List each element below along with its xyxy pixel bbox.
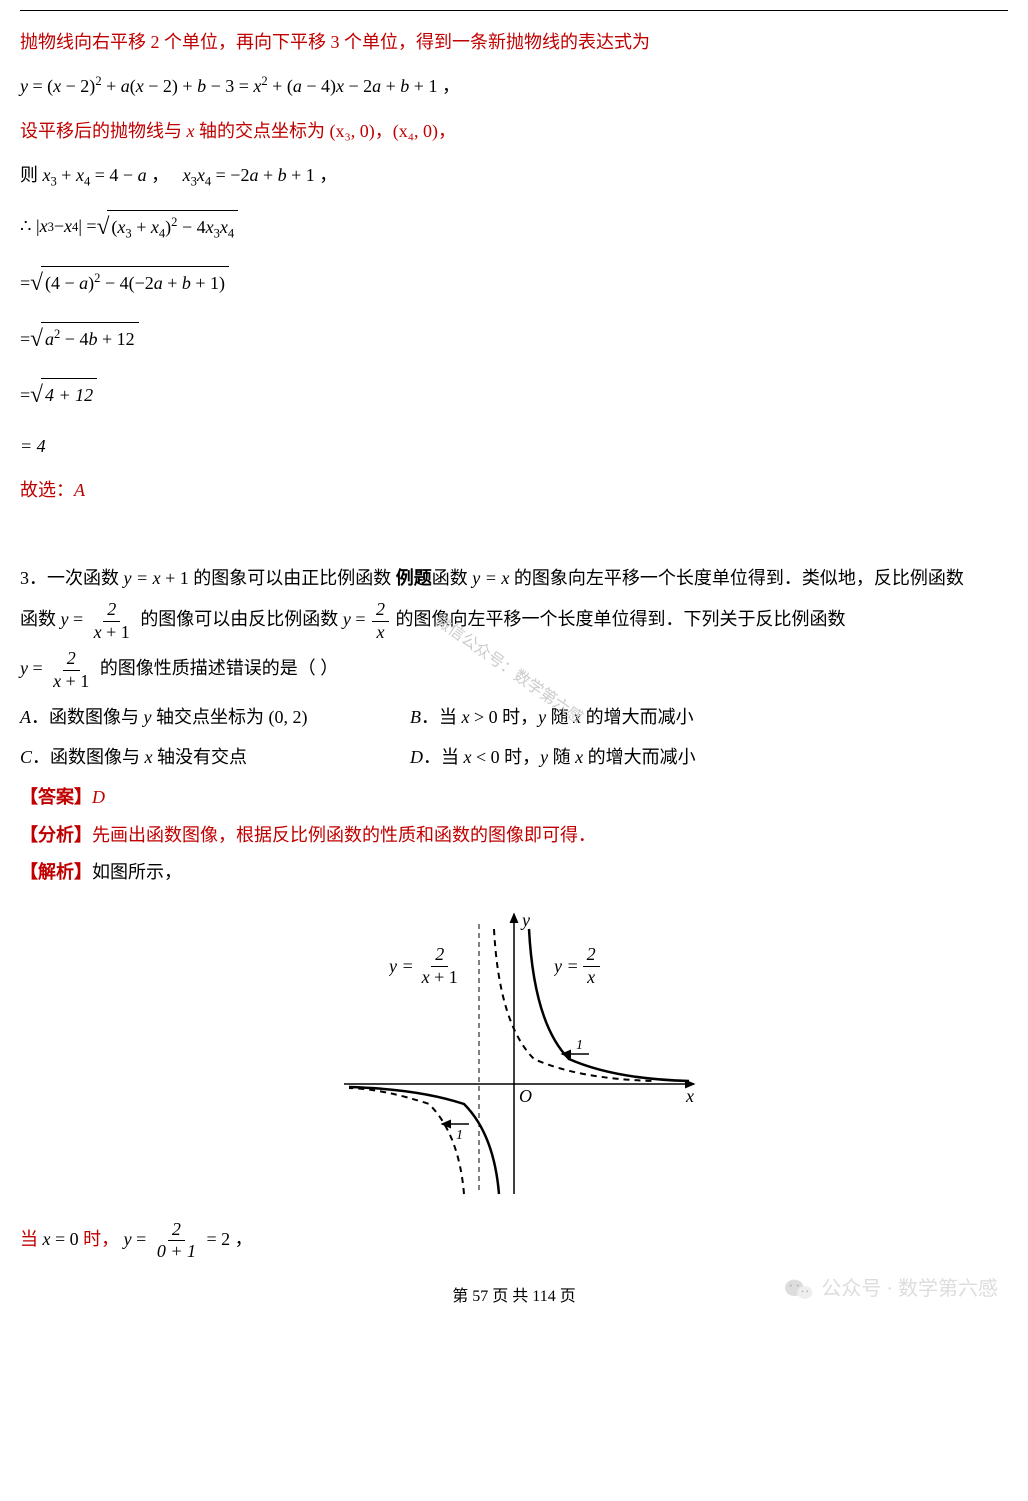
chart-container: 1 1 y x O y = 2x + 1 y = 2x <box>20 904 1008 1204</box>
question-3: 3．一次函数 y = x + 1 的图象可以由正比例函数 例题函数 y = x … <box>20 562 1008 1263</box>
sum-product: 则 x3 + x4 = 4 − a ， x3x4 = −2a + b + 1 ， <box>20 159 1008 191</box>
wn: 2 <box>168 1219 185 1242</box>
origin-label: O <box>519 1086 532 1106</box>
answer-prev: 故选：A <box>20 474 1008 506</box>
ans-label: 【答案】 <box>20 787 92 807</box>
sqrt-step2: = (4 − a)2 − 4(−2a + b + 1) <box>20 262 1008 304</box>
let-pre: 设平移后的抛物线与 <box>20 121 187 141</box>
eq-final: = 4 <box>20 430 1008 462</box>
sqrt-step4: = 4 + 12 <box>20 374 1008 416</box>
analysis-line: 【分析】先画出函数图像，根据反比例函数的性质和函数的图像即可得． <box>20 819 1008 851</box>
q3-stem-line2: 函数 y = 2x + 1 的图像可以由反比例函数 y = 2x 的图像向左平移… <box>20 599 1008 643</box>
when-mid: 时， <box>79 1229 124 1249</box>
q3-s3: 的图象向左平移一个长度单位得到．类似地，反比例函数 <box>509 568 964 588</box>
top-rule <box>20 10 1008 11</box>
label-original: y = 2x <box>554 944 634 994</box>
analysis-label: 【分析】 <box>20 825 92 845</box>
q3-stem: 3．一次函数 y = x + 1 的图象可以由正比例函数 例题函数 y = x … <box>20 562 1008 594</box>
curve-shift-left <box>349 1088 464 1194</box>
hyperbola-chart: 1 1 y x O y = 2x + 1 y = 2x <box>324 904 704 1204</box>
analysis-text: 先画出函数图像，根据反比例函数的性质和函数的图像即可得． <box>92 825 596 845</box>
q3-s1: 一次函数 <box>47 568 124 588</box>
option-a: A．函数图像与 y 轴交点坐标为 (0, 2) <box>20 701 410 733</box>
q3-s2: 的图象可以由正比例函数 <box>189 568 396 588</box>
sol-text: 如图所示， <box>92 862 182 882</box>
option-d: D．当 x < 0 时，y 随 x 的增大而减小 <box>410 741 1008 773</box>
q3-s4: 的图像可以由反比例函数 <box>140 609 343 629</box>
wr: = 2 ， <box>206 1229 252 1249</box>
ans-value: D <box>92 787 105 807</box>
let-post: 轴的交点坐标为 (x₃, 0)，(x₄, 0)， <box>195 121 457 141</box>
footer-wm-text: 公众号 · 数学第六感 <box>821 1271 998 1307</box>
when-x0: 当 x = 0 时， y = 20 + 1 = 2 ， <box>20 1219 1008 1263</box>
option-c: C．函数图像与 x 轴没有交点 <box>20 741 410 773</box>
sqrt-1: (x3 + x4)2 − 4x3x4 <box>97 206 239 248</box>
f4d: x <box>372 622 388 644</box>
option-b: B．当 x > 0 时，y 随 x 的增大而减小 <box>410 701 1008 733</box>
f3n2: 2 <box>63 648 80 671</box>
page-content: 抛物线向右平移 2 个单位，再向下平移 3 个单位，得到一条新抛物线的表达式为 … <box>20 26 1008 1263</box>
footer-watermark: 公众号 · 数学第六感 <box>785 1271 998 1307</box>
wd: 0 + 1 <box>153 1241 200 1263</box>
q3-s6: 的图像性质描述错误的是（ ） <box>100 659 339 679</box>
q3-number: 3． <box>20 568 47 588</box>
q3-stem-line3: y = 2x + 1 的图像性质描述错误的是（ ） <box>20 648 1008 692</box>
then-pre: 则 <box>20 165 43 185</box>
x-axis-label: x <box>685 1086 694 1106</box>
sqrt-step3: = a2 − 4b + 12 <box>20 318 1008 360</box>
f4n: 2 <box>372 599 389 622</box>
sol-label: 【解析】 <box>20 862 92 882</box>
wechat-icon <box>785 1277 813 1301</box>
when-pre: 当 <box>20 1229 43 1249</box>
eq-shifted: y = (x − 2)2 + a(x − 2) + b − 3 = x2 + (… <box>20 70 1008 102</box>
f3n: 2 <box>103 599 120 622</box>
one-label-bottom: 1 <box>456 1128 463 1143</box>
let-intersections: 设平移后的抛物线与 x 轴的交点坐标为 (x₃, 0)，(x₄, 0)， <box>20 115 1008 147</box>
solution-line: 【解析】如图所示， <box>20 856 1008 888</box>
y-axis-label: y <box>520 910 530 930</box>
abs-diff: ∴ |x3 − x4| = (x3 + x4)2 − 4x3x4 <box>20 206 1008 248</box>
q3-s5: 的图像向左平移一个长度单位得到．下列关于反比例函数 <box>395 609 845 629</box>
options-row2: C．函数图像与 x 轴没有交点 D．当 x < 0 时，y 随 x 的增大而减小 <box>20 741 1008 773</box>
one-label-top: 1 <box>576 1038 583 1053</box>
label-shifted: y = 2x + 1 <box>389 944 479 994</box>
answer-line: 【答案】D <box>20 781 1008 813</box>
options-row1: A．函数图像与 y 轴交点坐标为 (0, 2) B．当 x > 0 时，y 随 … <box>20 701 1008 733</box>
shift-text: 抛物线向右平移 2 个单位，再向下平移 3 个单位，得到一条新抛物线的表达式为 <box>20 26 1008 58</box>
